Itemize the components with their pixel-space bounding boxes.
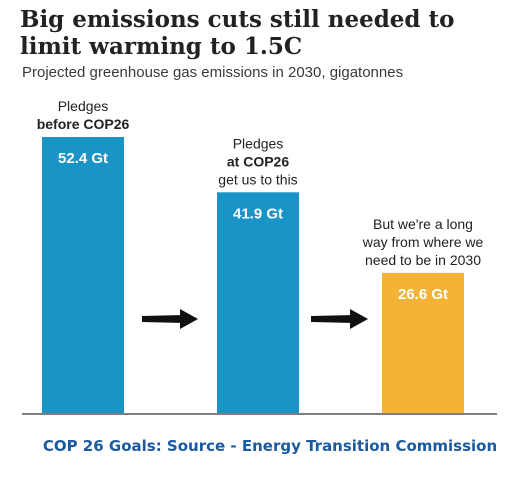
bar-annotation-line: at COP26 — [227, 153, 289, 169]
arrow-icon — [142, 309, 198, 329]
bar-annotation-line: Pledges — [233, 135, 284, 151]
bar-annotation-line: need to be in 2030 — [365, 252, 481, 268]
arrow-head — [350, 309, 368, 329]
arrow-icon — [311, 309, 368, 329]
arrow-shaft — [142, 315, 184, 323]
bar-value-label: 52.4 Gt — [58, 150, 108, 167]
chart-subtitle: Projected greenhouse gas emissions in 20… — [22, 64, 404, 81]
bar-value-label: 26.6 Gt — [398, 286, 448, 303]
bar-value-label: 41.9 Gt — [233, 205, 283, 222]
bar-annotation-line: get us to this — [218, 171, 297, 187]
bar-annotation-line: Pledges — [58, 98, 109, 114]
chart-title: Big emissions cuts still needed to limit… — [20, 6, 455, 60]
bar-annotation-line: But we're a long — [373, 216, 473, 232]
bar — [382, 272, 464, 413]
arrow-head — [180, 309, 198, 329]
arrow-shaft — [311, 315, 354, 323]
bar-annotation-line: way from where we — [362, 234, 484, 250]
bar — [42, 137, 124, 413]
bar — [217, 192, 299, 413]
source-caption: COP 26 Goals: Source - Energy Transition… — [42, 437, 498, 455]
bar-annotation-line: before COP26 — [37, 116, 130, 132]
